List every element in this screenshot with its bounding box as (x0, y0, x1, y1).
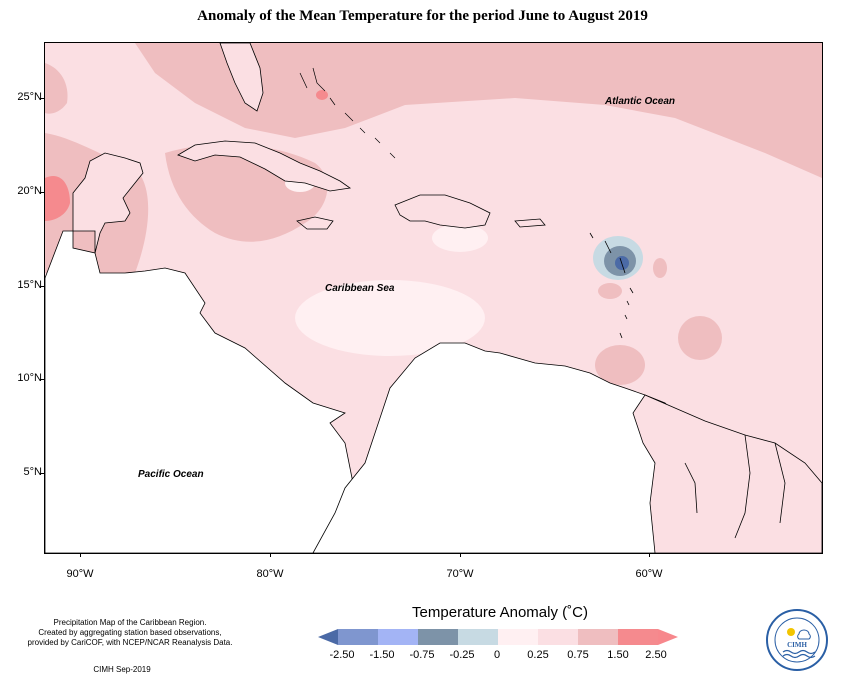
legend-tick-label: -1.50 (369, 649, 395, 661)
legend-tick-label: 0 (493, 649, 501, 661)
lon-label-70w: 70°W (446, 568, 474, 580)
land-mexico-west (45, 230, 356, 553)
lat-tick (40, 379, 44, 380)
legend-colorbar (318, 629, 678, 645)
legend-tick-label: 0.75 (567, 649, 589, 661)
anomaly-map: Atlantic Ocean Caribbean Sea Pacific Oce… (44, 42, 823, 554)
anomaly-zone-windward (678, 316, 722, 360)
logo-text: CIMH (787, 641, 807, 649)
anomaly-neutral-haiti (432, 224, 488, 252)
cimh-logo: CIMH (766, 609, 828, 671)
land-lesser-antilles (589, 232, 634, 339)
land-hispaniola (394, 194, 491, 229)
legend-swatch (418, 629, 458, 645)
lon-tick (270, 553, 271, 557)
legend-swatch (378, 629, 418, 645)
label-atlantic-ocean: Atlantic Ocean (604, 96, 675, 107)
lat-tick (40, 192, 44, 193)
footer-note-line: provided by CariCOF, with NCEP/NCAR Rean… (27, 638, 233, 647)
anomaly-zone-trinidad (595, 345, 645, 385)
lon-tick (649, 553, 650, 557)
anomaly-hotspot-bahamas (316, 90, 328, 100)
land-central-america (72, 152, 144, 254)
label-pacific-ocean: Pacific Ocean (138, 469, 204, 480)
lat-label-15n: 15°N (17, 279, 42, 291)
legend-swatch (618, 629, 658, 645)
legend-tick-label: -0.25 (449, 649, 475, 661)
lat-label-10n: 10°N (17, 372, 42, 384)
map-title: Anomaly of the Mean Temperature for the … (197, 8, 648, 24)
land-puerto-rico (514, 218, 546, 228)
legend-swatch (538, 629, 578, 645)
anomaly-zone-guadeloupe (653, 258, 667, 278)
anomaly-neutral-caribbean (295, 280, 485, 356)
land-bahamas (299, 67, 396, 159)
anomaly-zone-small (598, 283, 622, 299)
label-caribbean-sea: Caribbean Sea (325, 283, 395, 294)
lat-tick (40, 286, 44, 287)
lon-label-90w: 90°W (66, 568, 94, 580)
sun-icon (787, 628, 795, 636)
anomaly-zone-west-edge (45, 63, 68, 114)
wave-icon (782, 649, 816, 655)
lat-label-5n: 5°N (23, 466, 42, 478)
lon-label-60w: 60°W (635, 568, 663, 580)
legend-tick-label: 1.50 (607, 649, 629, 661)
border-guianas (684, 434, 786, 539)
legend-swatch (658, 629, 678, 645)
cloud-icon (797, 629, 811, 640)
legend-tick-label: 0.25 (527, 649, 549, 661)
legend-swatch (498, 629, 538, 645)
lat-tick (40, 98, 44, 99)
legend-swatch (578, 629, 618, 645)
footer-note-line: Precipitation Map of the Caribbean Regio… (53, 618, 207, 627)
land-florida (219, 43, 264, 112)
legend-swatch (458, 629, 498, 645)
legend-swatch (338, 629, 378, 645)
anomaly-zone-north (135, 43, 822, 178)
land-cuba (177, 140, 352, 192)
lon-label-80w: 80°W (256, 568, 284, 580)
footer-credit: CIMH Sep-2019 (93, 665, 151, 674)
lat-label-25n: 25°N (17, 91, 42, 103)
legend-swatch (318, 629, 338, 645)
lat-label-20n: 20°N (17, 185, 42, 197)
legend-tick-label: -0.75 (409, 649, 435, 661)
land-guianas (632, 394, 822, 553)
lon-tick (80, 553, 81, 557)
legend-tick-label: 2.50 (645, 649, 667, 661)
land-jamaica (296, 216, 334, 230)
legend-title: Temperature Anomaly (˚C) (412, 604, 588, 621)
anomaly-hotspot-yucatan (45, 175, 70, 221)
lon-tick (460, 553, 461, 557)
footer-note-line: Created by aggregating station based obs… (38, 628, 222, 637)
footer-note: Precipitation Map of the Caribbean Regio… (10, 618, 250, 648)
legend-tick-label: -2.50 (329, 649, 355, 661)
lat-tick (40, 473, 44, 474)
